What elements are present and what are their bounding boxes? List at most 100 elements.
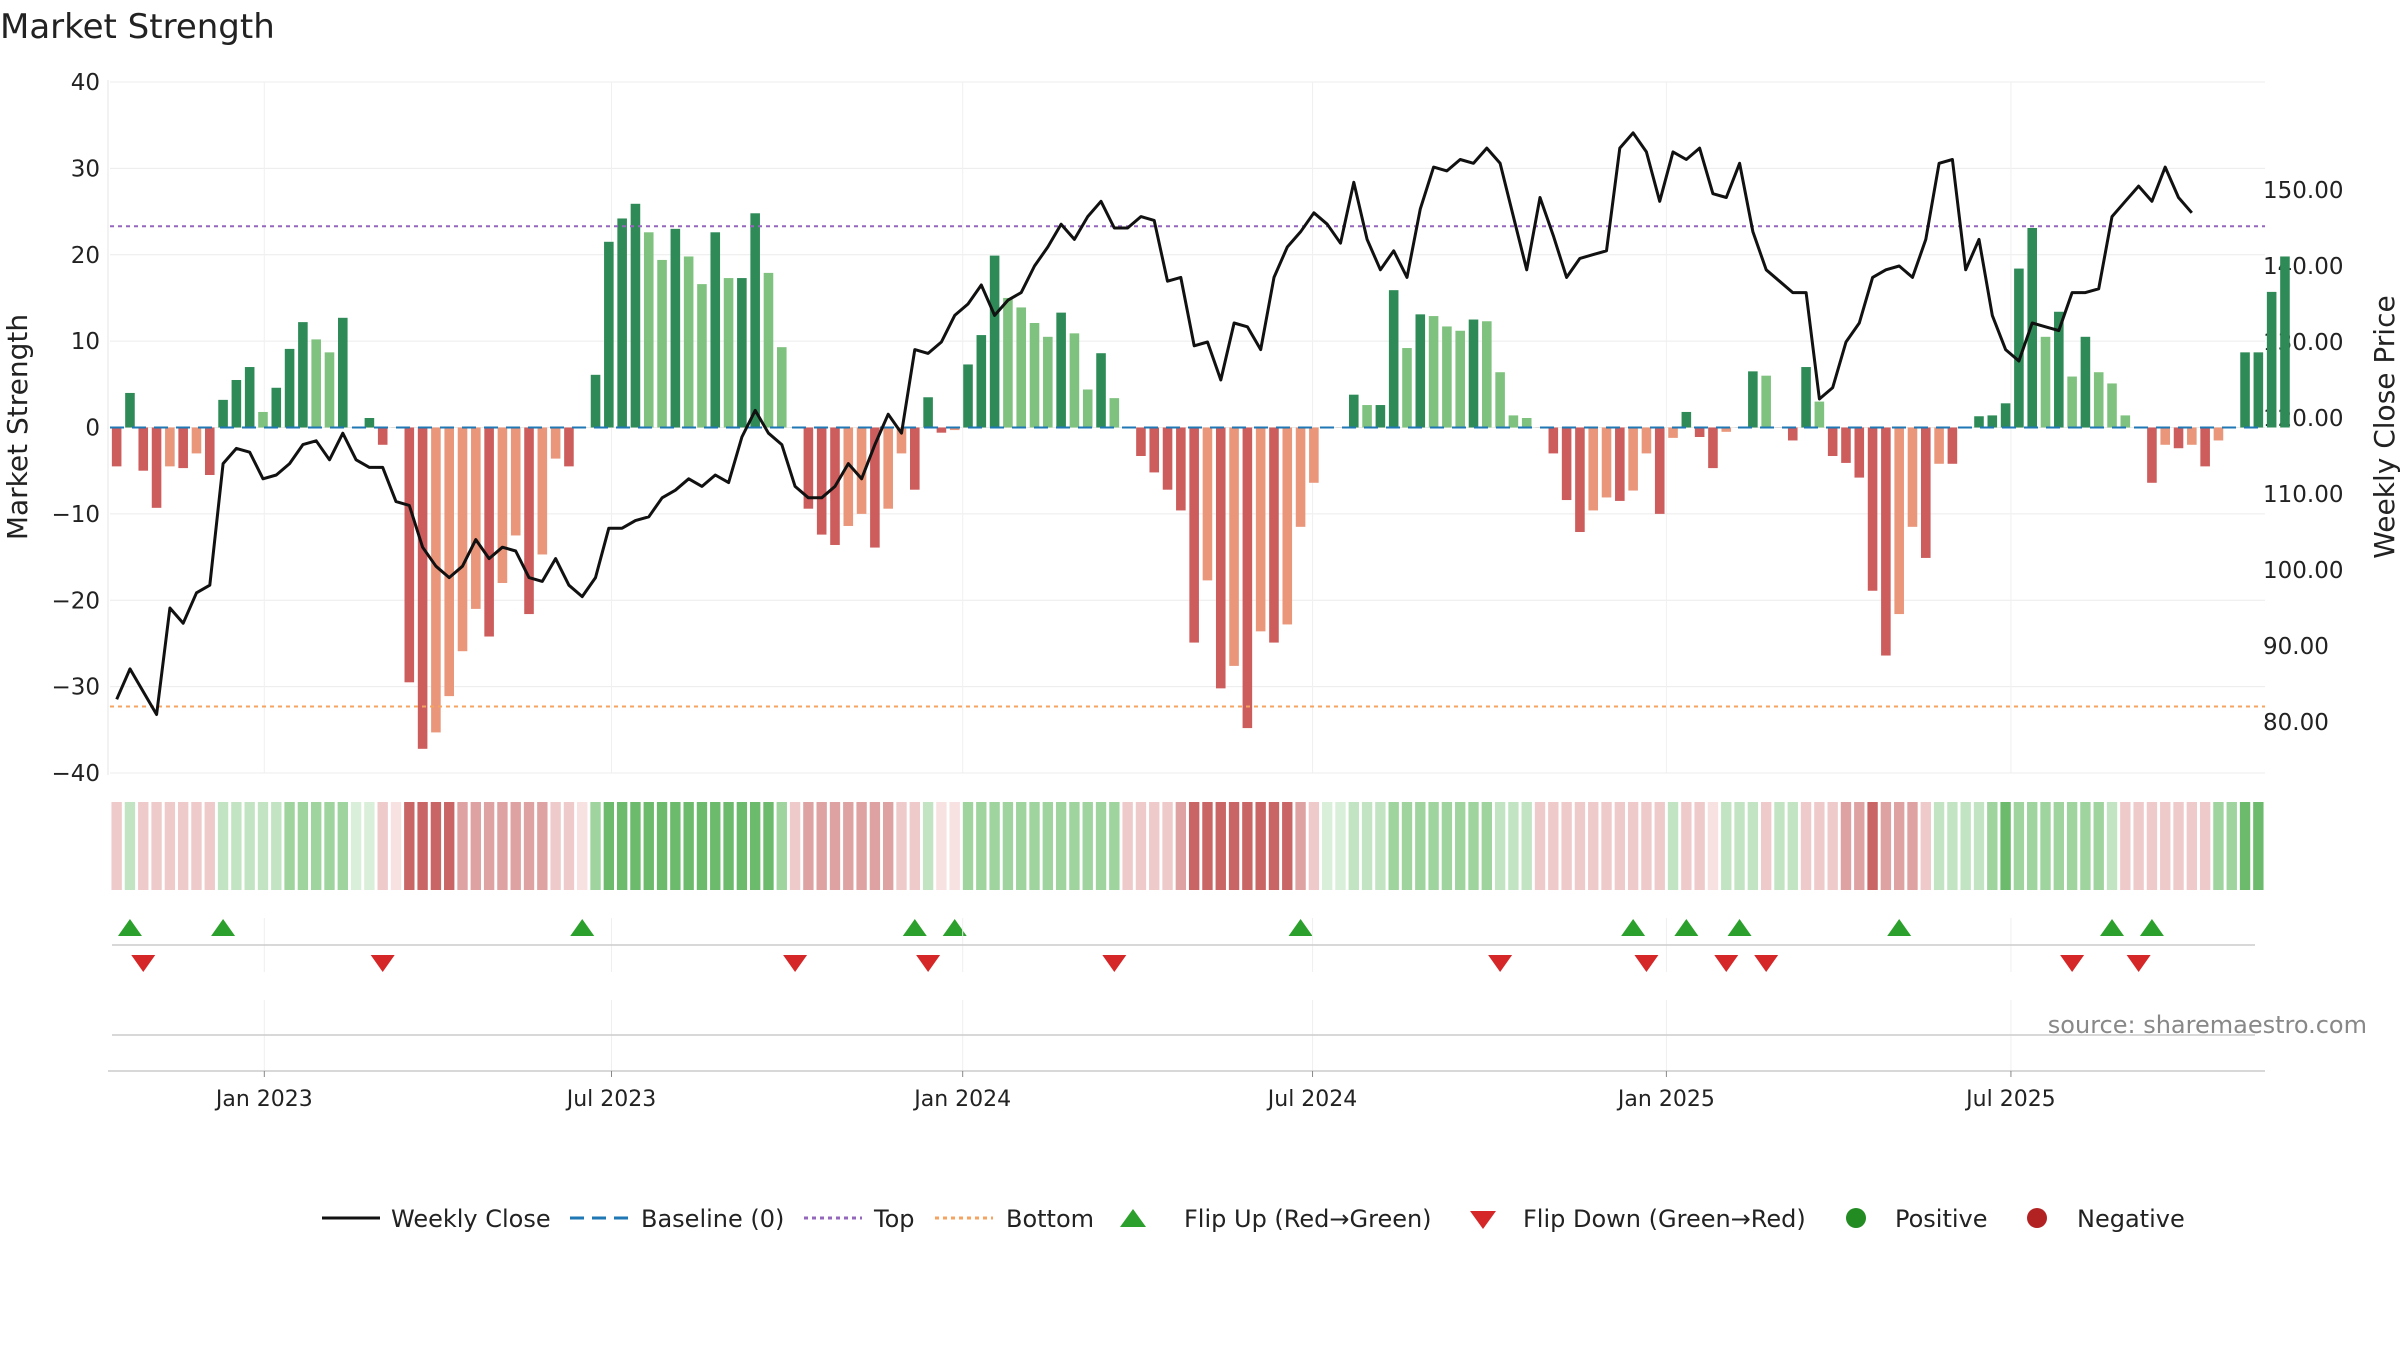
regime-cell <box>1548 802 1559 890</box>
strength-bar-zero <box>1774 427 1785 428</box>
strength-bar-positive <box>776 347 787 428</box>
strength-bar-positive <box>630 203 641 428</box>
strength-bar-positive <box>2280 256 2290 428</box>
strength-bar-negative <box>803 427 814 509</box>
regime-cell <box>1907 802 1918 890</box>
flip-down-marker <box>2060 955 2085 972</box>
regime-cell <box>1268 802 1280 890</box>
strength-bar-positive <box>923 397 933 428</box>
regime-cell <box>1734 802 1745 890</box>
regime-cell <box>1401 802 1413 890</box>
strength-bar-negative <box>1934 427 1944 464</box>
strength-bar-positive <box>1388 290 1399 428</box>
strength-bar-negative <box>2147 427 2157 483</box>
strength-bar-positive <box>258 411 268 428</box>
strength-bar-negative <box>856 427 867 514</box>
x-tick-label: Jan 2024 <box>912 1087 1011 1112</box>
strength-bar-negative <box>404 427 415 683</box>
regime-cell <box>909 802 920 890</box>
regime-cell <box>1508 802 1519 890</box>
strength-bar-positive <box>125 392 135 428</box>
regime-cell <box>2186 802 2198 890</box>
x-tick-label: Jul 2024 <box>1266 1087 1358 1112</box>
regime-cell <box>1428 802 1439 890</box>
regime-cell <box>164 802 176 890</box>
regime-cell <box>390 802 402 890</box>
strength-bar-positive <box>723 278 734 428</box>
strength-bar-positive <box>364 417 375 428</box>
strength-bar-positive <box>298 322 308 428</box>
regime-cell <box>1840 802 1852 890</box>
strength-bar-negative <box>497 427 508 583</box>
regime-cell <box>763 802 774 890</box>
regime-cell <box>2027 802 2038 890</box>
strength-bar-positive <box>1348 394 1359 428</box>
regime-cell <box>430 802 442 890</box>
regime-cell <box>1029 802 1040 890</box>
regime-cell <box>2173 802 2184 890</box>
regime-cell <box>284 802 295 890</box>
strength-bar-positive <box>1495 372 1505 428</box>
strength-bar-positive <box>2266 291 2277 428</box>
strength-bar-negative <box>1615 427 1625 501</box>
strength-bar-positive <box>1455 330 1465 428</box>
strength-bar-positive <box>284 348 295 428</box>
strength-bar-negative <box>1149 427 1160 473</box>
regime-cell <box>2239 802 2251 890</box>
strength-bar-negative <box>1215 427 1226 689</box>
strength-bar-positive <box>1974 416 1984 428</box>
strength-bar-positive <box>697 284 707 428</box>
flip-up-marker <box>1288 919 1313 936</box>
strength-bar-negative <box>1654 427 1665 514</box>
strength-bar-negative <box>524 427 534 615</box>
regime-cell <box>922 802 934 890</box>
flip-up-marker <box>2139 919 2164 936</box>
regime-cell <box>1920 802 1931 890</box>
strength-bar-positive <box>231 379 242 428</box>
flip-down-marker <box>1714 955 1739 972</box>
flip-down-marker <box>370 955 395 972</box>
regime-cell <box>1867 802 1878 890</box>
legend-bottom: Bottom <box>1006 1205 1094 1233</box>
regime-cell <box>989 802 1000 890</box>
regime-cell <box>1574 802 1586 890</box>
regime-cell <box>976 802 987 890</box>
regime-cell <box>749 802 761 890</box>
regime-cell <box>1175 802 1187 890</box>
strength-bar-positive <box>311 339 321 428</box>
regime-cell <box>257 802 269 890</box>
regime-cell <box>1667 802 1679 890</box>
regime-cell <box>1055 802 1067 890</box>
regime-cell <box>1069 802 1080 890</box>
regime-cell <box>350 802 362 890</box>
regime-cell <box>1348 802 1359 890</box>
flip-up-marker <box>2100 919 2125 936</box>
regime-cell <box>2066 802 2078 890</box>
regime-cell <box>1388 802 1399 890</box>
regime-cell <box>1202 802 1213 890</box>
strength-bar-positive <box>1508 415 1519 428</box>
regime-cell <box>816 802 827 890</box>
strength-bar-positive <box>1521 417 1532 428</box>
strength-bar-negative <box>1854 427 1865 478</box>
regime-cell <box>1188 802 1200 890</box>
regime-cell <box>856 802 867 890</box>
regime-cell <box>191 802 202 890</box>
regime-cell <box>962 802 974 890</box>
regime-cell <box>1987 802 1998 890</box>
legend: Weekly Close Baseline (0) Top Bottom Fli… <box>322 1205 2185 1233</box>
strength-bar-negative <box>816 427 827 535</box>
regime-cell <box>803 802 814 890</box>
strength-bars <box>111 203 2290 749</box>
regime-cell <box>2013 802 2025 890</box>
strength-bar-positive <box>1681 411 1692 428</box>
regime-cell <box>2213 802 2224 890</box>
regime-cell <box>1255 802 1266 890</box>
strength-bar-negative <box>471 427 481 609</box>
regime-cell <box>1787 802 1798 890</box>
regime-cell <box>2133 802 2144 890</box>
strength-bar-negative <box>1881 427 1891 656</box>
regime-cell <box>1162 802 1173 890</box>
strength-bar-positive <box>2067 376 2077 428</box>
